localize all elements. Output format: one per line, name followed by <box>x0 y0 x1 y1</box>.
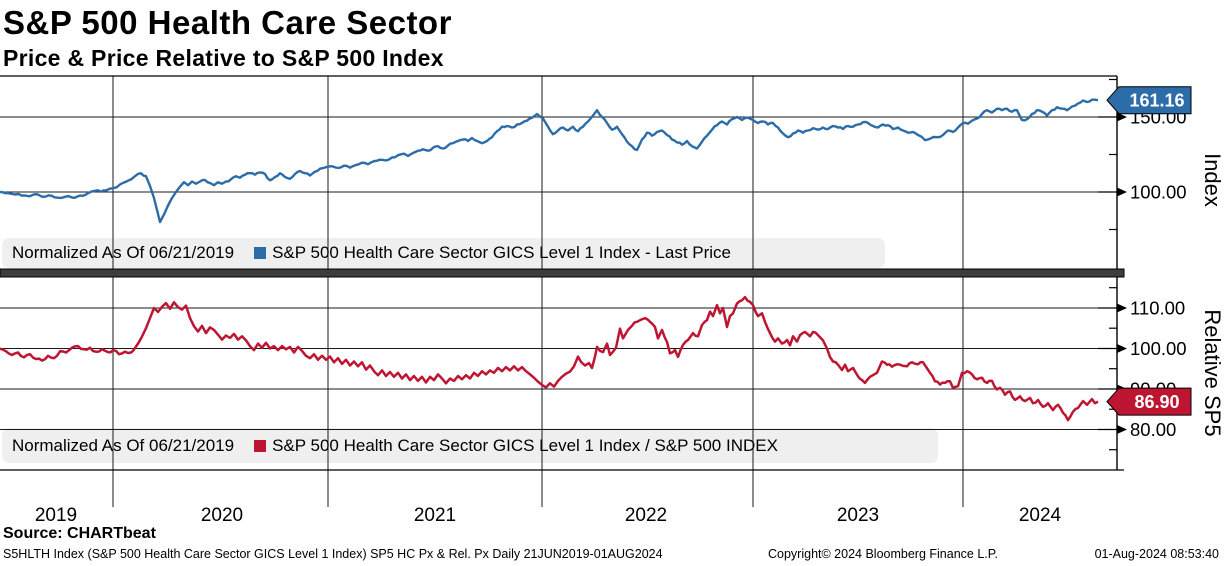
relative-series-swatch-icon <box>254 439 267 452</box>
normalized-label: Normalized As Of 06/21/2019 <box>12 435 235 455</box>
tick-arrow-icon <box>1117 187 1127 197</box>
price-axis-title: Index <box>1200 153 1224 207</box>
tick-arrow-icon <box>1117 344 1127 353</box>
relative-axis-title: Relative SP5 <box>1200 309 1224 436</box>
relative-series-label: S&P 500 Health Care Sector GICS Level 1 … <box>272 435 778 455</box>
chart-description: S5HLTH Index (S&P 500 Health Care Sector… <box>3 547 663 561</box>
y-tick-label: 100.00 <box>1130 182 1187 203</box>
y-tick-label: 100.00 <box>1130 338 1187 359</box>
y-tick-label: 80.00 <box>1130 419 1176 440</box>
page-title: S&P 500 Health Care Sector <box>3 4 452 41</box>
page-subtitle: Price & Price Relative to S&P 500 Index <box>3 45 444 71</box>
relative-series-line <box>0 295 1099 422</box>
price-last-value-text: 161.16 <box>1129 91 1184 111</box>
tick-arrow-icon <box>1117 112 1127 122</box>
copyright-label: Copyright© 2024 Bloomberg Finance L.P. <box>768 547 998 561</box>
price-series-label: S&P 500 Health Care Sector GICS Level 1 … <box>272 243 731 262</box>
normalized-label: Normalized As Of 06/21/2019 <box>12 243 235 262</box>
price-series-line <box>0 98 1099 224</box>
x-axis-year-label: 2022 <box>625 505 667 526</box>
tick-arrow-icon <box>1117 425 1127 434</box>
relative-last-value-text: 86.90 <box>1134 392 1179 412</box>
price-panel-legend: Normalized As Of 06/21/2019 S&P 500 Heal… <box>2 238 885 268</box>
panel-separator <box>0 268 1125 278</box>
x-axis-year-label: 2023 <box>837 505 879 526</box>
timestamp-label: 01-Aug-2024 08:53:40 <box>1094 547 1219 561</box>
relative-last-value-badge <box>1106 387 1192 416</box>
price-last-value-badge <box>1106 86 1192 115</box>
x-axis-year-label: 2024 <box>1019 505 1062 526</box>
x-axis-year-label: 2021 <box>414 505 456 526</box>
relative-panel-legend: Normalized As Of 06/21/2019 S&P 500 Heal… <box>2 428 938 463</box>
y-tick-label: 110.00 <box>1130 298 1185 319</box>
tick-arrow-icon <box>1117 303 1127 313</box>
source-label: Source: CHARTbeat <box>3 525 156 542</box>
price-series-swatch-icon <box>254 247 267 259</box>
x-axis-year-label: 2020 <box>201 505 243 526</box>
x-axis-year-label: 2019 <box>35 505 77 526</box>
